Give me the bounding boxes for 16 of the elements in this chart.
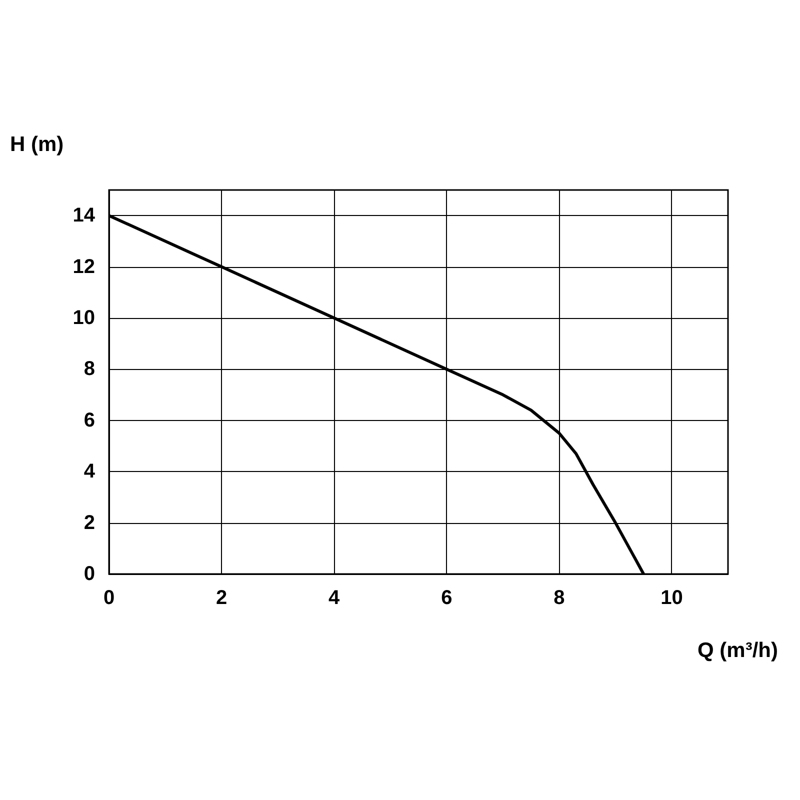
- x-axis-title: Q (m³/h): [698, 639, 778, 662]
- x-tick-label: 10: [660, 587, 683, 609]
- y-tick-label: 0: [84, 563, 95, 585]
- y-tick-label: 10: [72, 307, 95, 329]
- x-tick-label: 8: [554, 587, 565, 609]
- y-tick-label: 6: [84, 409, 95, 432]
- y-tick-label: 4: [84, 460, 96, 483]
- x-tick-label: 0: [103, 587, 115, 609]
- y-tick-label: 12: [72, 256, 95, 278]
- y-tick-label: 8: [84, 358, 95, 380]
- x-tick-label: 6: [441, 587, 452, 609]
- x-tick-label: 4: [328, 587, 341, 609]
- y-tick-label: 14: [72, 204, 96, 227]
- y-axis-title: H (m): [10, 133, 64, 156]
- y-tick-label: 2: [84, 512, 95, 534]
- x-tick-label: 2: [216, 587, 228, 609]
